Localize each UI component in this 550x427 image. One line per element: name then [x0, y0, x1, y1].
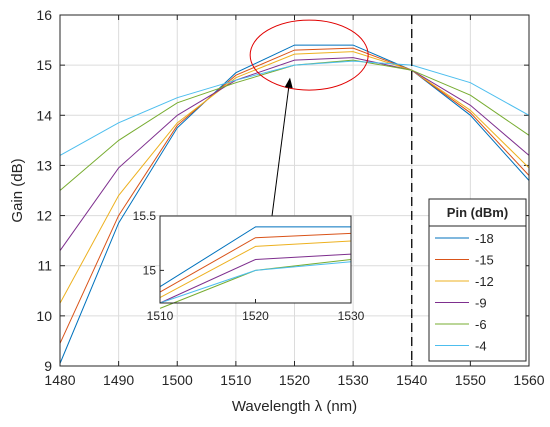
legend-item: -9 — [435, 296, 487, 311]
y-tick-label: 12 — [36, 208, 52, 224]
x-tick-label: 1550 — [455, 372, 486, 388]
legend: Pin (dBm) -18 -15 -12 -9 -6 -4 — [428, 198, 527, 362]
legend-label: -9 — [475, 296, 487, 311]
inset-y-tick-label: 15.5 — [133, 209, 157, 223]
x-tick-label: 1480 — [44, 372, 75, 388]
legend-item: -12 — [435, 274, 494, 289]
x-tick-label: 1490 — [103, 372, 134, 388]
series-line--18 — [59, 44, 530, 364]
legend-item: -15 — [435, 253, 494, 268]
series-lines — [59, 44, 530, 364]
series-line--9 — [59, 57, 530, 251]
inset-series-line--18 — [159, 226, 351, 288]
callout-arrow — [271, 87, 290, 217]
legend-item: -18 — [435, 231, 494, 246]
inset-x-tick-label: 1520 — [242, 309, 269, 323]
series-line--12 — [59, 51, 530, 304]
legend-item: -6 — [435, 317, 487, 332]
plot-frame — [59, 14, 530, 367]
x-tick-label: 1560 — [513, 372, 544, 388]
x-tick-label: 1500 — [162, 372, 193, 388]
inset-x-tick-label: 1510 — [147, 309, 174, 323]
inset-series-lines — [159, 226, 352, 309]
x-tick-label: 1510 — [220, 372, 251, 388]
inset-y-tick-labels: 15 15.5 — [133, 209, 164, 277]
callout-arrowhead — [284, 77, 293, 89]
x-tick-labels: 1480 1490 1500 1510 1520 1530 1540 1550 1560 — [44, 372, 544, 388]
legend-label: -18 — [475, 231, 494, 246]
y-tick-label: 10 — [36, 308, 52, 324]
x-tick-label: 1540 — [396, 372, 427, 388]
inset-series-line--15 — [159, 232, 352, 293]
x-tick-label: 1530 — [338, 372, 369, 388]
legend-label: -12 — [475, 274, 494, 289]
legend-item: -4 — [435, 339, 487, 354]
inset-x-tick-labels: 1510 1520 1530 — [147, 299, 365, 323]
series-line--15 — [59, 47, 530, 344]
y-tick-label: 16 — [36, 7, 52, 23]
inset-series-line--12 — [159, 240, 352, 299]
y-tick-label: 13 — [36, 157, 52, 173]
legend-items: -18 -15 -12 -9 -6 -4 — [435, 231, 494, 354]
y-tick-label: 15 — [36, 57, 52, 73]
y-tick-labels: 9 10 11 12 13 14 15 16 — [36, 7, 52, 374]
x-tick-label: 1520 — [279, 372, 310, 388]
y-tick-label: 14 — [36, 107, 52, 123]
legend-label: -4 — [475, 339, 487, 354]
inset-x-tick-label: 1530 — [338, 309, 365, 323]
y-tick-label: 9 — [44, 358, 52, 374]
x-axis-label: Wavelength λ (nm) — [232, 398, 357, 415]
y-axis-label: Gain (dB) — [9, 158, 26, 222]
legend-label: -15 — [475, 253, 494, 268]
inset-series-line--9 — [159, 253, 352, 304]
inset-y-tick-label: 15 — [143, 263, 157, 277]
legend-title: Pin (dBm) — [447, 205, 508, 220]
zoom-highlight-ellipse — [249, 19, 369, 91]
inset-series-line--4 — [159, 261, 352, 304]
series-line--4 — [59, 60, 530, 156]
legend-label: -6 — [475, 317, 487, 332]
y-tick-label: 11 — [37, 258, 52, 274]
